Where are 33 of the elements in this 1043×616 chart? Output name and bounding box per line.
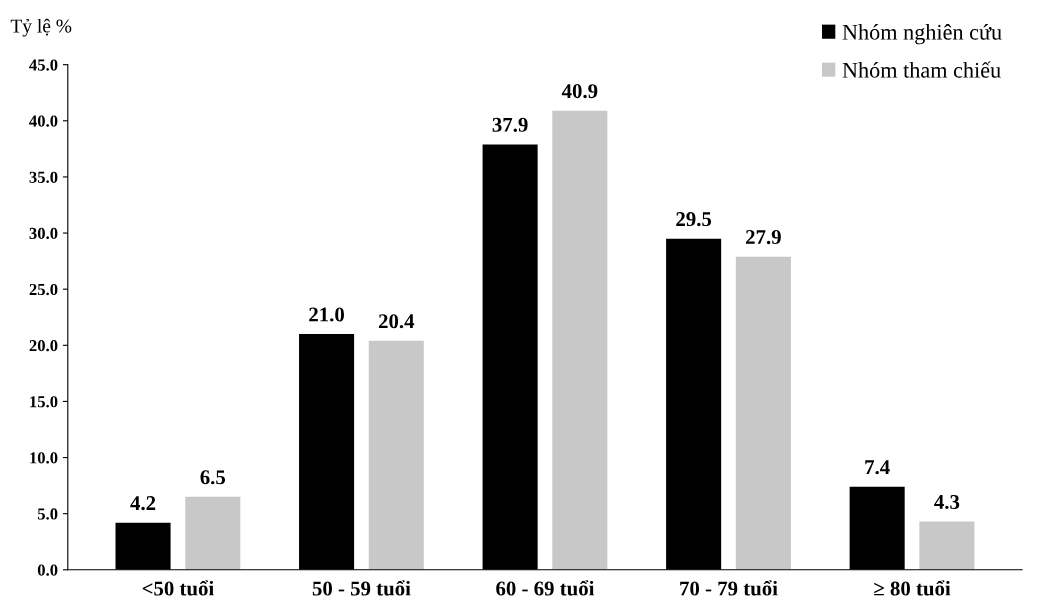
data-label: 37.9 [492, 117, 528, 132]
data-label: 6.5 [200, 470, 226, 485]
data-label: 40.9 [561, 84, 598, 99]
y-tick-label: 15.0 [30, 396, 58, 408]
y-tick-label: 35.0 [29, 171, 58, 183]
legend-label: Nhóm tham chiếu [842, 61, 1001, 78]
bar [185, 496, 241, 570]
bar [919, 521, 975, 570]
data-label: 4.3 [934, 494, 960, 510]
data-label: 7.4 [865, 460, 890, 475]
data-label: 27.9 [746, 230, 781, 245]
y-tick-label: 0.0 [37, 564, 58, 576]
y-tick-label: 25.0 [29, 283, 58, 296]
data-label: 21.0 [309, 307, 344, 322]
y-tick-label: 30.0 [29, 227, 58, 240]
data-label: 20.4 [378, 314, 415, 329]
y-tick-label: 20.0 [29, 340, 58, 352]
x-tick-label: 70 - 79 tuổi [680, 580, 778, 596]
x-tick-label: 50 - 59 tuổi [312, 580, 411, 596]
y-tick-label: 45.0 [29, 59, 58, 71]
y-tick-label: 5.0 [37, 508, 58, 520]
y-tick-label: 10.0 [30, 452, 58, 464]
bar [368, 340, 424, 570]
data-label: 4.2 [130, 496, 156, 511]
bar [735, 256, 791, 570]
data-label: 29.5 [676, 212, 712, 227]
x-tick-label: 60 - 69 tuổi [496, 580, 595, 596]
legend-label: Nhóm nghiên cứu [842, 24, 1002, 45]
y-axis-title: Tỷ lệ % [10, 18, 72, 37]
y-tick-label: 40.0 [29, 115, 58, 127]
x-tick-label: <50 tuổi [142, 580, 214, 596]
x-tick-label: ≥ 80 tuổi [874, 580, 951, 596]
bar [552, 110, 608, 570]
